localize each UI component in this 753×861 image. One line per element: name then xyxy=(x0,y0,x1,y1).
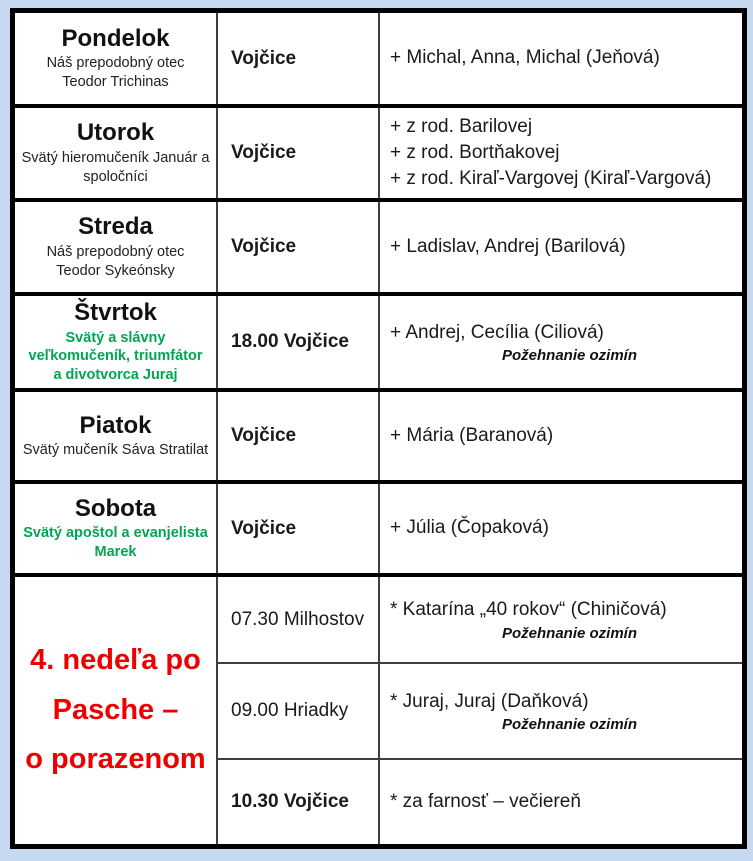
place-label: Vojčice xyxy=(231,517,297,539)
day-name: Piatok xyxy=(79,411,152,439)
feast-description: Náš prepodobný otec Teodor Sykeónsky xyxy=(46,243,185,279)
day-cell: Sobota Svätý apoštol a evanjelista Marek xyxy=(15,484,218,573)
time-place-label: 09.00 Hriadky xyxy=(231,700,349,721)
intention-cell: * za farnosť – večiereň xyxy=(380,760,742,844)
intention-cell: * Katarína „40 rokov“ (Chiničová) Požehn… xyxy=(380,577,742,662)
feast-description: Svätý hieromučeník Január a spoločníci xyxy=(21,149,210,185)
sunday-title-cell: 4. nedeľa po Pasche – o porazenom xyxy=(15,577,218,844)
place-label: Vojčice xyxy=(231,425,297,446)
intention-text: + Ladislav, Andrej (Barilová) xyxy=(390,235,626,257)
schedule-row-piatok: Piatok Svätý mučeník Sáva Stratilat Vojč… xyxy=(15,392,742,484)
schedule-row-streda: Streda Náš prepodobný otec Teodor Sykeón… xyxy=(15,202,742,296)
schedule-row-pondelok: Pondelok Náš prepodobný otec Teodor Tric… xyxy=(15,13,742,108)
intention-cell: + Júlia (Čopaková) xyxy=(380,484,742,573)
time-place-label: 10.30 Vojčice xyxy=(231,791,349,812)
day-cell: Štvrtok Svätý a slávny veľkomučeník, tri… xyxy=(15,296,218,388)
day-name: Streda xyxy=(78,213,153,241)
place-cell: Vojčice xyxy=(218,13,380,104)
day-cell: Utorok Svätý hieromučeník Január a spolo… xyxy=(15,108,218,198)
time-place-cell: 09.00 Hriadky xyxy=(218,664,380,758)
feast-description: Svätý mučeník Sáva Stratilat xyxy=(22,442,209,459)
intention-text: + Andrej, Cecília (Ciliová) xyxy=(390,321,604,343)
time-place-cell: 10.30 Vojčice xyxy=(218,760,380,844)
day-name: Pondelok xyxy=(61,24,170,52)
intention-text: * Katarína „40 rokov“ (Chiničová) xyxy=(390,599,667,621)
day-cell: Streda Náš prepodobný otec Teodor Sykeón… xyxy=(15,202,218,292)
time-place-cell: 07.30 Milhostov xyxy=(218,577,380,662)
schedule-row-stvrtok: Štvrtok Svätý a slávny veľkomučeník, tri… xyxy=(15,296,742,392)
place-cell: Vojčice xyxy=(218,392,380,480)
sunday-service-row: 09.00 Hriadky * Juraj, Juraj (Daňková) P… xyxy=(218,664,742,760)
feast-description: Svätý apoštol a evanjelista Marek xyxy=(23,525,208,561)
intention-text: * za farnosť – večiereň xyxy=(390,790,581,812)
place-cell: 18.00 Vojčice xyxy=(218,296,380,388)
blessing-note: Požehnanie ozimín xyxy=(502,624,638,642)
intention-text: + Mária (Baranová) xyxy=(390,424,554,446)
place-cell: Vojčice xyxy=(218,108,380,198)
time-place-label: 07.30 Milhostov xyxy=(231,608,365,630)
intention-text: + Júlia (Čopaková) xyxy=(390,517,549,539)
place-label: Vojčice xyxy=(231,47,297,69)
blessing-note: Požehnanie ozimín xyxy=(502,716,638,734)
intention-cell: + Mária (Baranová) xyxy=(380,392,742,480)
intention-cell: + Ladislav, Andrej (Barilová) xyxy=(380,202,742,292)
intention-cell: + Andrej, Cecília (Ciliová) Požehnanie o… xyxy=(380,296,742,388)
intention-cell: + z rod. Barilovej + z rod. Bortňakovej … xyxy=(380,108,742,198)
day-cell: Piatok Svätý mučeník Sáva Stratilat xyxy=(15,392,218,480)
day-name: Štvrtok xyxy=(74,298,157,326)
schedule-table: Pondelok Náš prepodobný otec Teodor Tric… xyxy=(10,8,747,849)
sunday-title: 4. nedeľa po Pasche – o porazenom xyxy=(25,643,206,776)
intention-text: * Juraj, Juraj (Daňková) xyxy=(390,690,589,712)
feast-description: Svätý a slávny veľkomučeník, triumfátor … xyxy=(28,329,203,384)
place-label: 18.00 Vojčice xyxy=(231,331,349,352)
intention-text: + Michal, Anna, Michal (Jeňová) xyxy=(390,47,660,69)
intention-cell: * Juraj, Juraj (Daňková) Požehnanie ozim… xyxy=(380,664,742,758)
place-label: Vojčice xyxy=(231,142,297,163)
day-cell: Pondelok Náš prepodobný otec Teodor Tric… xyxy=(15,13,218,104)
day-name: Sobota xyxy=(74,494,157,522)
schedule-row-sobota: Sobota Svätý apoštol a evanjelista Marek… xyxy=(15,484,742,577)
schedule-row-nedela: 4. nedeľa po Pasche – o porazenom 07.30 … xyxy=(15,577,742,844)
feast-description: Náš prepodobný otec Teodor Trichinas xyxy=(46,55,185,91)
intention-cell: + Michal, Anna, Michal (Jeňová) xyxy=(380,13,742,104)
day-name: Utorok xyxy=(76,119,155,147)
blessing-note: Požehnanie ozimín xyxy=(502,347,638,365)
sunday-service-row: 10.30 Vojčice * za farnosť – večiereň xyxy=(218,760,742,844)
place-cell: Vojčice xyxy=(218,202,380,292)
sunday-service-row: 07.30 Milhostov * Katarína „40 rokov“ (C… xyxy=(218,577,742,664)
place-cell: Vojčice xyxy=(218,484,380,573)
intention-text: + z rod. Barilovej + z rod. Bortňakovej … xyxy=(390,115,712,190)
place-label: Vojčice xyxy=(231,236,297,257)
sunday-services: 07.30 Milhostov * Katarína „40 rokov“ (C… xyxy=(218,577,742,844)
schedule-row-utorok: Utorok Svätý hieromučeník Január a spolo… xyxy=(15,108,742,202)
